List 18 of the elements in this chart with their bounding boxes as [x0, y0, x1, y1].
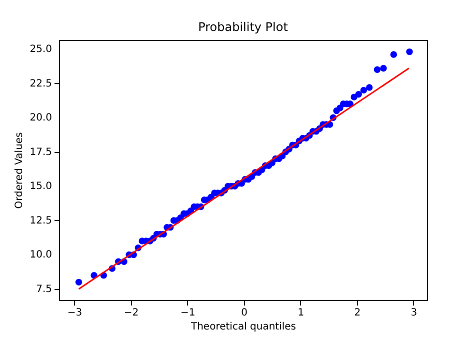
- x-tick-label: −2: [124, 308, 139, 318]
- y-tick-label: 17.5: [30, 146, 52, 158]
- y-axis-title: Ordered Values: [14, 132, 25, 209]
- y-tick-label: 12.5: [30, 215, 52, 226]
- x-axis-title: Theoretical quantiles: [190, 322, 296, 332]
- x-tick-label: −3: [67, 308, 82, 318]
- x-tick-label: 3: [410, 308, 418, 318]
- y-tick-label: 25.0: [30, 44, 52, 56]
- y-tick-label: 22.5: [30, 78, 52, 90]
- y-tick-label: 20.0: [30, 112, 52, 124]
- y-tick-label: 10.0: [30, 250, 52, 261]
- chart-title: Probability Plot: [198, 20, 288, 34]
- y-tick-label: 7.5: [36, 284, 52, 296]
- x-tick-label: 0: [241, 308, 248, 318]
- x-tick-label: 1: [298, 308, 304, 318]
- x-tick-label: −1: [180, 308, 196, 318]
- y-tick-label: 15.0: [30, 181, 52, 192]
- x-tick-label: 2: [354, 308, 361, 318]
